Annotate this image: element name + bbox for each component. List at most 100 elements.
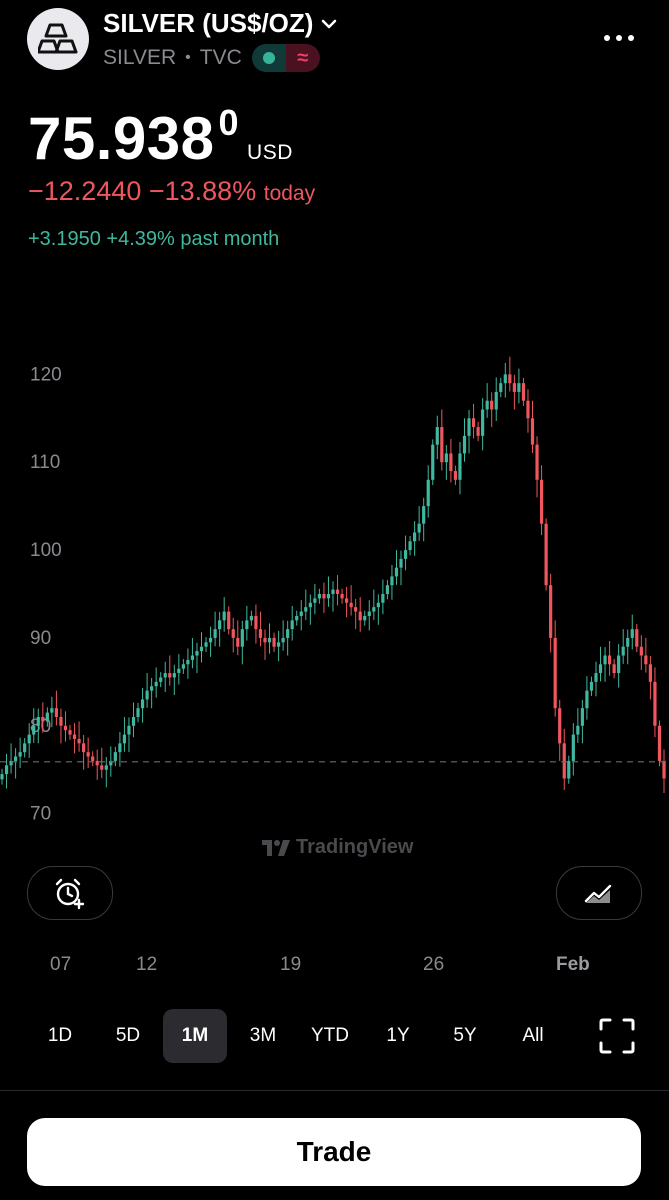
candle-body [177,668,181,674]
candle-body [186,659,190,665]
symbol-subtitle: SILVER • TVC ≈ [103,44,320,72]
y-axis-tick-label: 110 [30,452,60,473]
candle-body [435,427,439,445]
range-tab-3m[interactable]: 3M [249,1025,277,1046]
candle-body [530,418,535,445]
candle-body [585,690,589,709]
candle-body [644,655,648,665]
candle-body [449,453,453,471]
range-tab-5d[interactable]: 5D [115,1025,141,1046]
x-axis-label: 26 [423,954,445,975]
candle-body [18,752,22,757]
candle-body [657,725,662,761]
range-tab-1m[interactable]: 1M [163,1009,227,1063]
symbol-title[interactable]: SILVER (US$/OZ) [103,8,337,39]
range-tab-all[interactable]: All [522,1025,544,1046]
candle-body [14,756,18,761]
candle-body [399,558,403,568]
candle-body [417,523,421,533]
candle-body [503,374,507,384]
candle-body [168,673,172,678]
candle-body [118,743,122,753]
change-today-values: −12.2440 −13.88% [28,176,257,206]
candle-body [635,629,639,647]
candle-body [617,655,621,674]
candle-body [263,637,267,643]
candle-body [140,699,145,709]
candle-body [580,708,584,726]
candle-body [322,594,326,599]
candle-body [281,637,285,643]
candle-body [245,620,249,630]
candle-body [86,752,90,757]
trade-button[interactable]: Trade [27,1118,641,1186]
candle-body [222,611,226,621]
x-axis-label: 12 [136,954,158,975]
candle-body [77,738,81,744]
fullscreen-icon[interactable] [598,1017,636,1055]
candle-body [367,611,371,616]
candle-body [363,615,367,621]
candle-body [607,655,612,665]
range-tab-1d[interactable]: 1D [47,1025,73,1046]
candle-body [218,620,222,630]
tradingview-logo-icon [262,839,290,856]
candle-body [295,615,299,621]
candle-body [276,642,281,647]
x-axis-label: Feb [556,954,590,975]
market-status-pill[interactable]: ≈ [251,44,320,72]
candle-body [376,602,380,608]
candle-body [662,760,666,779]
market-open-dot-icon [251,44,286,72]
candle-body [372,607,376,612]
candle-body [181,664,185,669]
candle-body [131,717,136,726]
candle-body [150,686,154,691]
candle-body [345,598,349,603]
candle-body [231,629,235,638]
candle-body [304,607,308,612]
delayed-data-icon: ≈ [285,44,320,72]
range-tab-ytd[interactable]: YTD [311,1025,349,1046]
add-alert-button[interactable] [27,866,113,920]
chart-indicators-button[interactable] [556,866,642,920]
x-axis-label: 19 [280,954,302,975]
candle-body [426,479,430,507]
candle-body [109,760,113,766]
y-axis-tick-label: 120 [30,364,62,385]
silver-bars-logo-icon [27,8,89,70]
candle-body [544,523,548,586]
y-axis-tick-label: 70 [30,804,51,825]
candle-body [589,681,594,691]
candle-body [50,708,54,713]
candle-body [385,585,390,594]
candle-body [653,681,657,726]
chevron-down-icon [322,19,337,28]
candle-body [9,760,13,766]
candle-body [122,734,127,744]
candle-body [4,765,9,775]
candle-body [490,400,494,410]
x-axis-label: 07 [50,954,72,975]
range-tab-5y[interactable]: 5Y [453,1025,477,1046]
candle-body [553,637,557,709]
candle-body [72,734,77,739]
currency-label: USD [247,141,293,164]
candle-body [526,400,530,419]
candle-body [535,444,539,480]
more-options-icon[interactable] [604,26,644,50]
candle-body [286,629,290,638]
candle-body [163,673,167,678]
candle-body [54,708,59,717]
candle-body [326,594,331,599]
candle-body [154,681,158,687]
candle-body [431,444,435,480]
candle-body [208,637,213,643]
candle-body [290,620,294,630]
symbol-code: SILVER [103,46,177,69]
candle-body [471,418,476,428]
price-main: 75.938 [28,105,215,172]
candle-body [626,637,630,647]
range-tab-1y[interactable]: 1Y [386,1025,410,1046]
